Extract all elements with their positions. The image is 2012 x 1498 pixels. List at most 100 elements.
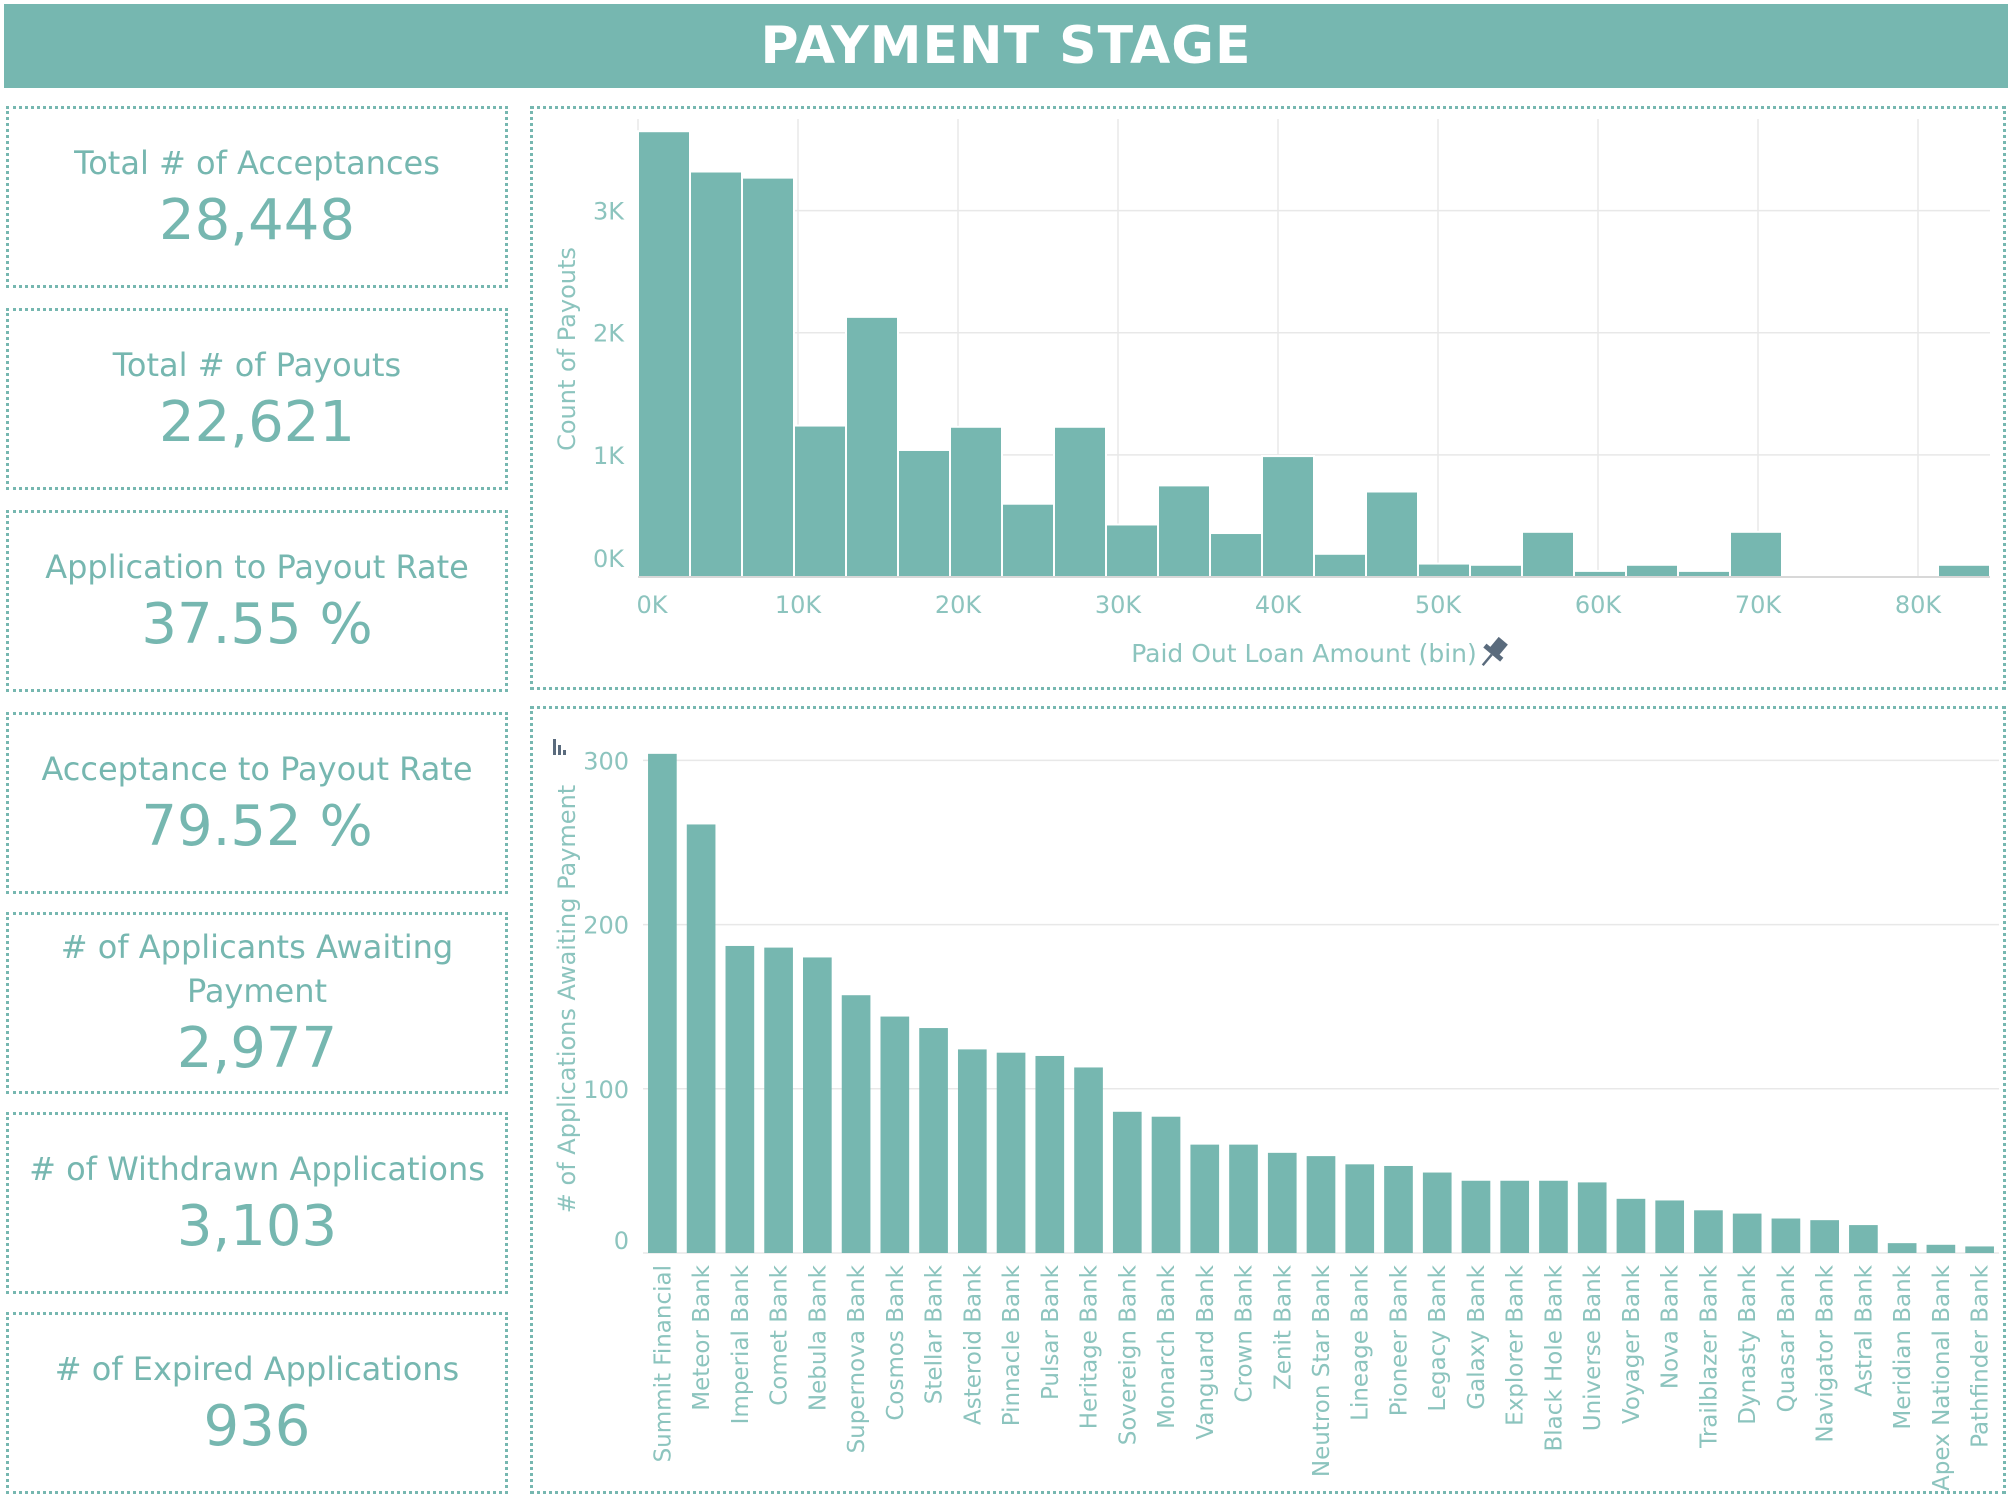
bank-bar[interactable] — [1190, 1144, 1220, 1253]
histogram-bar[interactable] — [845, 315, 899, 579]
kpi-acceptance-to-payout-rate[interactable]: Acceptance to Payout Rate 79.52 % — [6, 712, 508, 894]
bank-category-label: Voyager Bank — [1619, 1264, 1645, 1424]
bank-bar[interactable] — [957, 1049, 987, 1253]
bank-category-label: Vanguard Bank — [1193, 1264, 1219, 1439]
bank-bar[interactable] — [1926, 1244, 1956, 1253]
kpi-total-acceptances[interactable]: Total # of Acceptances 28,448 — [6, 106, 508, 288]
bank-category-label: Navigator Bank — [1813, 1264, 1839, 1442]
bank-bar[interactable] — [1422, 1172, 1452, 1253]
sort-icon[interactable] — [553, 739, 566, 755]
bank-bar[interactable] — [1035, 1055, 1065, 1253]
histogram-bar[interactable] — [1521, 530, 1575, 579]
bank-bar[interactable] — [1616, 1198, 1646, 1253]
histogram-bar[interactable] — [897, 448, 951, 578]
histogram-bar[interactable] — [949, 425, 1003, 578]
sort-icon-bar — [558, 745, 561, 755]
bank-bar[interactable] — [1810, 1220, 1839, 1253]
payout-histogram-chart[interactable]: 0K 10K 20K 30K 40K 50K 60K 70K 80K 0K 1K 2K 3K Paid O… — [533, 109, 2003, 687]
bank-bar[interactable] — [919, 1028, 948, 1253]
histogram-bar[interactable] — [1105, 523, 1159, 578]
bank-bar[interactable] — [1306, 1156, 1336, 1253]
histogram-bar[interactable] — [1729, 530, 1783, 579]
histogram-bar[interactable] — [1625, 563, 1679, 578]
bank-bar[interactable] — [880, 1016, 910, 1253]
histogram-bar[interactable] — [637, 130, 691, 578]
kpi-label: Application to Payout Rate — [45, 548, 469, 586]
histogram-bar[interactable] — [793, 424, 847, 578]
bank-category-label: Meridian Bank — [1890, 1264, 1916, 1429]
histogram-bar[interactable] — [1313, 552, 1367, 579]
kpi-value: 79.52 % — [141, 794, 373, 859]
kpi-label: # of Withdrawn Applications — [29, 1150, 485, 1188]
bank-category-label: Apex National Bank — [1929, 1264, 1955, 1491]
bank-bar[interactable] — [1694, 1210, 1723, 1253]
histogram-bar[interactable] — [1261, 455, 1315, 579]
bank-bar[interactable] — [1461, 1180, 1491, 1253]
kpi-value: 3,103 — [176, 1194, 338, 1259]
kpi-value: 37.55 % — [141, 592, 373, 657]
bank-bar[interactable] — [1500, 1180, 1530, 1253]
bank-category-label: Monarch Bank — [1154, 1264, 1180, 1429]
bank-bar[interactable] — [1965, 1246, 1994, 1253]
bank-bar[interactable] — [841, 995, 871, 1253]
bank-category-label: Crown Bank — [1232, 1264, 1258, 1402]
kpi-value: 28,448 — [159, 188, 355, 253]
bank-bar[interactable] — [725, 945, 755, 1253]
y-tick-label: 1K — [593, 442, 625, 470]
bank-category-label: Trailblazer Bank — [1696, 1264, 1722, 1449]
bank-bar[interactable] — [1539, 1180, 1568, 1253]
kpi-applicants-awaiting-payment[interactable]: # of Applicants Awaiting Payment 2,977 — [6, 912, 508, 1094]
histogram-bar[interactable] — [1365, 490, 1419, 578]
kpi-value: 936 — [203, 1394, 311, 1459]
bank-bar[interactable] — [1577, 1182, 1607, 1253]
sort-icon-bar — [553, 739, 556, 755]
awaiting-payment-bar-chart[interactable]: 0 100 200 300 Summit Financial Meteor Bank Imp… — [533, 709, 2003, 1491]
bank-bar[interactable] — [1345, 1164, 1375, 1253]
y-tick-label: 100 — [583, 1076, 629, 1104]
bank-category-label: Heritage Bank — [1077, 1264, 1103, 1429]
y-tick-label: 0K — [593, 545, 625, 573]
bank-category-label: Supernova Bank — [844, 1264, 870, 1453]
histogram-bar[interactable] — [741, 176, 795, 579]
histogram-bar[interactable] — [1937, 563, 1991, 578]
bank-bar[interactable] — [996, 1052, 1026, 1253]
bank-bar[interactable] — [803, 957, 832, 1253]
histogram-bar[interactable] — [1469, 563, 1523, 578]
y-axis-title: Count of Payouts — [553, 247, 581, 451]
histogram-bar[interactable] — [1001, 502, 1055, 578]
bank-bar[interactable] — [1732, 1213, 1762, 1253]
histogram-bar[interactable] — [1157, 484, 1211, 578]
bank-bar[interactable] — [1151, 1116, 1181, 1253]
kpi-label: Total # of Acceptances — [74, 144, 440, 182]
pin-icon[interactable] — [1474, 634, 1511, 673]
bank-category-label: Lineage Bank — [1348, 1264, 1374, 1421]
histogram-bar[interactable] — [1209, 532, 1263, 579]
kpi-expired-applications[interactable]: # of Expired Applications 936 — [6, 1312, 508, 1494]
histogram-bar[interactable] — [1417, 562, 1471, 579]
histogram-bar[interactable] — [1053, 425, 1107, 578]
histogram-bar[interactable] — [689, 170, 743, 578]
bank-bar[interactable] — [1112, 1111, 1142, 1253]
bank-bar[interactable] — [1887, 1243, 1917, 1253]
bank-category-label: Pulsar Bank — [1038, 1264, 1064, 1400]
x-axis-title: Paid Out Loan Amount (bin) — [1131, 639, 1477, 668]
bank-bar[interactable] — [1267, 1152, 1297, 1253]
bank-category-label: Galaxy Bank — [1464, 1264, 1490, 1409]
kpi-total-payouts[interactable]: Total # of Payouts 22,621 — [6, 308, 508, 490]
bank-bar[interactable] — [1771, 1218, 1801, 1253]
bank-bar[interactable] — [648, 753, 677, 1253]
bank-bar[interactable] — [1655, 1200, 1685, 1253]
bank-bar[interactable] — [1074, 1067, 1103, 1253]
kpi-label: Total # of Payouts — [112, 346, 402, 384]
bank-bar[interactable] — [1229, 1144, 1258, 1253]
kpi-application-to-payout-rate[interactable]: Application to Payout Rate 37.55 % — [6, 510, 508, 692]
bank-bar[interactable] — [1384, 1165, 1413, 1253]
bank-category-label: Explorer Bank — [1503, 1264, 1529, 1426]
y-tick-label: 2K — [593, 320, 625, 348]
bank-bar[interactable] — [1849, 1225, 1878, 1253]
sort-icon-bar — [563, 750, 566, 755]
bank-bar[interactable] — [764, 947, 793, 1253]
bank-bar[interactable] — [686, 824, 716, 1253]
kpi-withdrawn-applications[interactable]: # of Withdrawn Applications 3,103 — [6, 1112, 508, 1294]
y-tick-label: 3K — [593, 198, 625, 226]
